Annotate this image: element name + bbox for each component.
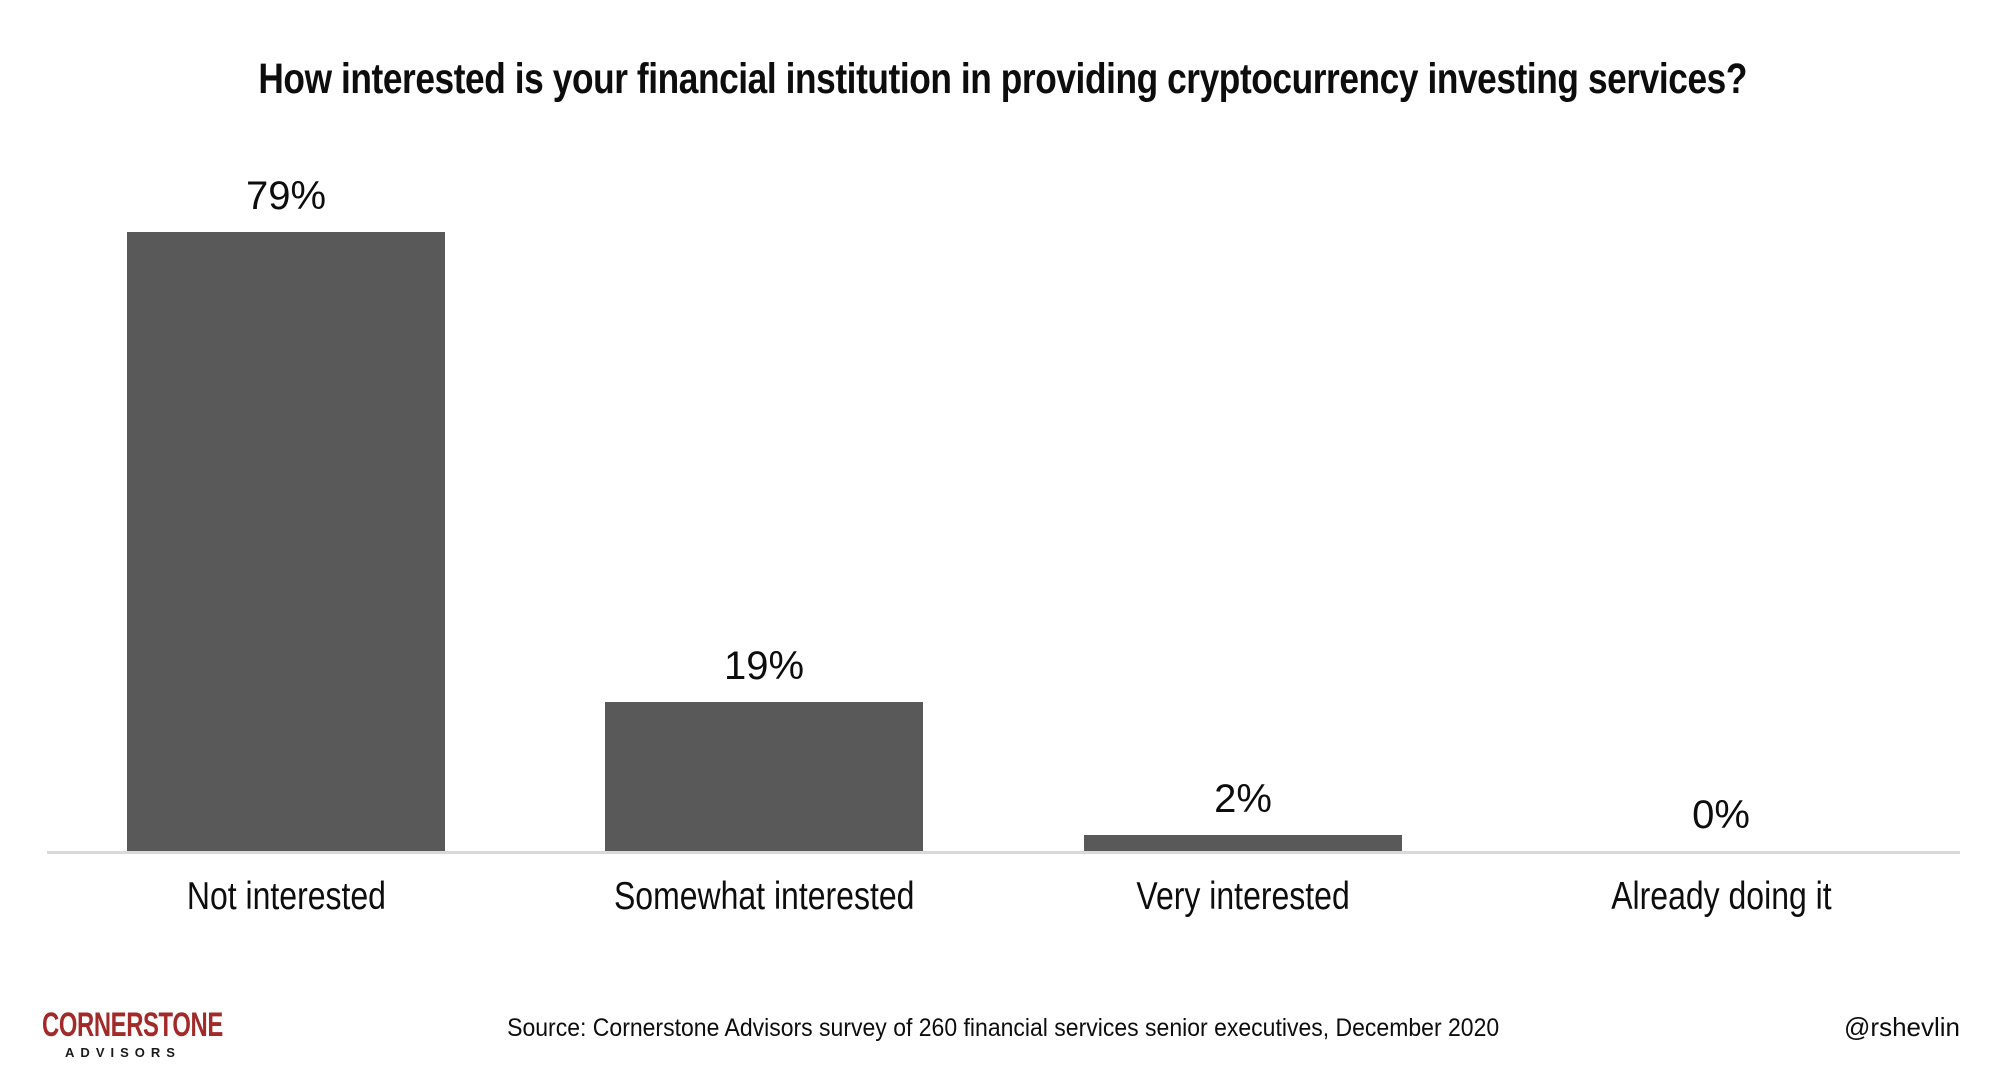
logo-secondary-text: ADVISORS — [65, 1045, 181, 1060]
data-label-somewhat-interested: 19% — [723, 644, 805, 688]
x-axis-label-already-doing-it: Already doing it — [1482, 875, 1960, 919]
bar-very-interested — [1084, 835, 1402, 851]
x-axis-label-text: Not interested — [186, 875, 386, 918]
data-label-already-doing-it: 0% — [1692, 793, 1750, 837]
bar-column-not-interested: 79% — [47, 140, 525, 851]
x-axis-label-text: Very interested — [1136, 875, 1350, 918]
x-axis-label-text: Somewhat interested — [613, 875, 915, 918]
data-label-not-interested: 79% — [245, 174, 327, 218]
bar-column-very-interested: 2% — [1004, 140, 1482, 851]
x-axis-label-somewhat-interested: Somewhat interested — [525, 875, 1003, 919]
x-axis-line — [47, 851, 1960, 854]
bar-column-somewhat-interested: 19% — [525, 140, 1003, 851]
cornerstone-advisors-logo: CORNERSTONE ADVISORS — [42, 1008, 223, 1060]
source-note: Source: Cornerstone Advisors survey of 2… — [0, 1014, 2006, 1043]
bar-not-interested — [127, 232, 445, 851]
x-axis-label-text: Already doing it — [1610, 875, 1832, 918]
x-axis-label-not-interested: Not interested — [47, 875, 525, 919]
x-axis-label-very-interested: Very interested — [1004, 875, 1482, 919]
bar-column-already-doing-it: 0% — [1482, 140, 1960, 851]
bar-somewhat-interested — [605, 702, 923, 851]
source-note-text: Source: Cornerstone Advisors survey of 2… — [506, 1014, 1500, 1042]
chart-title-text: How interested is your financial institu… — [258, 55, 1748, 103]
logo-primary-text: CORNERSTONE — [42, 1006, 223, 1044]
data-label-very-interested: 2% — [1214, 777, 1272, 821]
twitter-handle: @rshevlin — [1844, 1012, 1960, 1042]
chart-title: How interested is your financial institu… — [0, 55, 2006, 104]
